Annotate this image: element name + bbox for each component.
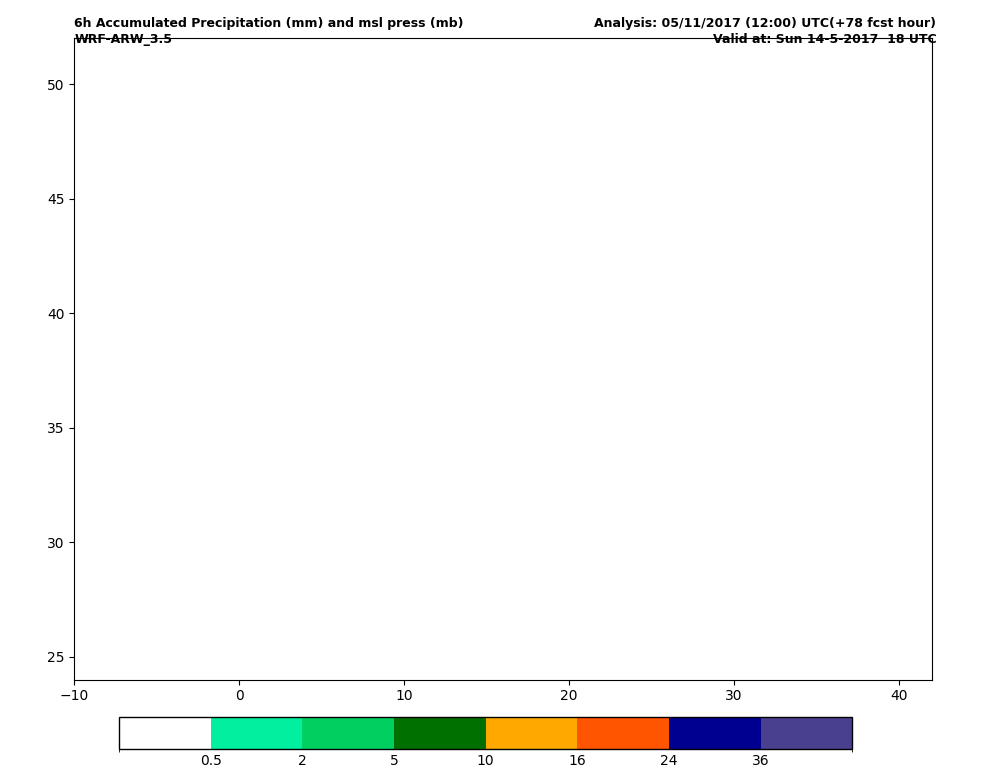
- Text: 6h Accumulated Precipitation (mm) and msl press (mb): 6h Accumulated Precipitation (mm) and ms…: [74, 17, 464, 30]
- Text: Valid at: Sun 14-5-2017  18 UTC: Valid at: Sun 14-5-2017 18 UTC: [713, 33, 936, 46]
- Text: Analysis: 05/11/2017 (12:00) UTC(+78 fcst hour): Analysis: 05/11/2017 (12:00) UTC(+78 fcs…: [595, 17, 936, 30]
- Text: WRF-ARW_3.5: WRF-ARW_3.5: [74, 33, 172, 46]
